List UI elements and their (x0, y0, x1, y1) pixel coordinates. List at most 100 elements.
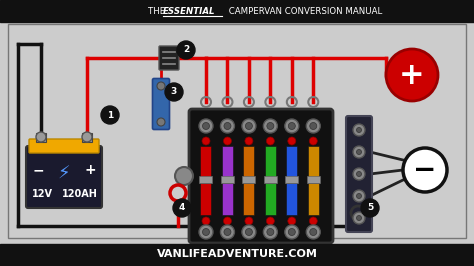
Text: 3: 3 (171, 88, 177, 97)
Bar (308, 183, 319, 215)
FancyBboxPatch shape (153, 78, 170, 130)
Circle shape (173, 199, 191, 217)
Circle shape (288, 228, 295, 235)
Bar (200, 176, 212, 183)
Circle shape (353, 146, 365, 158)
Circle shape (353, 124, 365, 136)
Text: −: − (413, 156, 437, 184)
Circle shape (306, 119, 320, 133)
Text: +: + (84, 163, 96, 177)
Circle shape (264, 119, 277, 133)
Text: THE: THE (148, 7, 168, 16)
Text: 12V: 12V (31, 189, 53, 199)
Circle shape (223, 217, 231, 225)
Circle shape (266, 217, 274, 225)
Circle shape (356, 149, 362, 155)
Circle shape (310, 228, 317, 235)
Bar (0, 244, 474, 266)
Bar (201, 146, 211, 178)
Bar (285, 176, 298, 183)
Circle shape (285, 119, 299, 133)
Circle shape (288, 137, 296, 145)
Bar (286, 183, 297, 215)
Text: 4: 4 (179, 203, 185, 213)
Circle shape (246, 123, 253, 130)
Circle shape (267, 123, 274, 130)
FancyBboxPatch shape (346, 116, 372, 232)
Bar (36, 133, 46, 142)
Circle shape (403, 148, 447, 192)
Circle shape (202, 217, 210, 225)
Bar (264, 176, 277, 183)
Circle shape (266, 137, 274, 145)
Circle shape (245, 137, 253, 145)
Text: ESSENTIAL: ESSENTIAL (163, 7, 216, 16)
FancyBboxPatch shape (26, 146, 102, 208)
Bar (286, 146, 297, 178)
Circle shape (199, 119, 213, 133)
Text: CAMPERVAN CONVERSION MANUAL: CAMPERVAN CONVERSION MANUAL (226, 7, 382, 16)
Circle shape (353, 212, 365, 224)
Text: ⚡: ⚡ (58, 165, 70, 183)
Circle shape (101, 106, 119, 124)
Circle shape (242, 225, 256, 239)
Text: +: + (399, 60, 425, 89)
Bar (244, 146, 255, 178)
Bar (265, 183, 276, 215)
Text: 1: 1 (107, 110, 113, 119)
Bar (242, 176, 255, 183)
Circle shape (386, 49, 438, 101)
Text: 5: 5 (367, 203, 373, 213)
Bar (222, 146, 233, 178)
Circle shape (202, 123, 210, 130)
Circle shape (361, 199, 379, 217)
Text: 2: 2 (183, 45, 189, 55)
Circle shape (157, 118, 165, 126)
Circle shape (264, 225, 277, 239)
Circle shape (353, 168, 365, 180)
Bar (82, 133, 92, 142)
Circle shape (356, 193, 362, 198)
Circle shape (356, 172, 362, 177)
Circle shape (82, 132, 92, 142)
Circle shape (310, 123, 317, 130)
Circle shape (199, 225, 213, 239)
FancyBboxPatch shape (189, 109, 333, 243)
Circle shape (356, 127, 362, 132)
Text: −: − (32, 163, 44, 177)
Bar (307, 176, 320, 183)
Circle shape (242, 119, 256, 133)
Bar (308, 146, 319, 178)
Circle shape (177, 41, 195, 59)
Bar (222, 183, 233, 215)
Circle shape (224, 123, 231, 130)
Circle shape (223, 137, 231, 145)
Circle shape (220, 225, 235, 239)
Circle shape (267, 228, 274, 235)
Circle shape (165, 83, 183, 101)
Circle shape (309, 217, 317, 225)
Text: 120AH: 120AH (62, 189, 98, 199)
Circle shape (224, 228, 231, 235)
Circle shape (353, 190, 365, 202)
Circle shape (288, 217, 296, 225)
Bar (221, 176, 234, 183)
Circle shape (246, 228, 253, 235)
Circle shape (356, 215, 362, 221)
Bar (244, 183, 255, 215)
Bar (0, 0, 474, 22)
Bar (201, 183, 211, 215)
Circle shape (306, 225, 320, 239)
Bar (8, 24, 466, 238)
Bar (265, 146, 276, 178)
Circle shape (309, 137, 317, 145)
Circle shape (220, 119, 235, 133)
FancyBboxPatch shape (159, 46, 179, 70)
Circle shape (175, 167, 193, 185)
Circle shape (245, 217, 253, 225)
Text: VANLIFEADVENTURE.COM: VANLIFEADVENTURE.COM (156, 249, 318, 259)
Circle shape (288, 123, 295, 130)
Circle shape (202, 228, 210, 235)
Circle shape (157, 82, 165, 90)
Circle shape (285, 225, 299, 239)
